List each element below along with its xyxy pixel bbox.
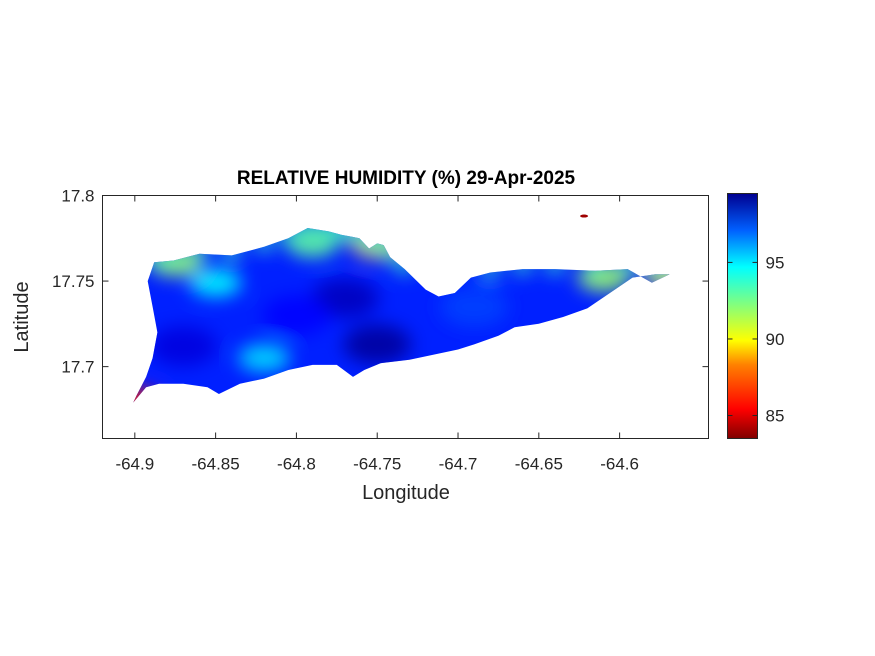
islet-marker xyxy=(580,214,589,218)
x-tick-label: -64.75 xyxy=(353,455,401,474)
coast-band-5 xyxy=(513,256,532,275)
humidity-feature-2 xyxy=(149,326,218,367)
coast-band-0 xyxy=(646,261,665,280)
coast-band-14 xyxy=(332,228,351,240)
coast-band-20 xyxy=(190,240,209,259)
y-axis-label: Latitude xyxy=(11,281,33,352)
humidity-feature-6 xyxy=(238,344,291,373)
y-tick-label: 17.8 xyxy=(61,187,94,206)
coast-band-6 xyxy=(481,259,500,278)
colorbar-tick-label: 90 xyxy=(766,330,785,349)
coast-band-7 xyxy=(395,256,414,275)
coast-band-4 xyxy=(545,256,564,275)
humidity-feature-4 xyxy=(440,286,509,327)
colorbar-tick-label: 95 xyxy=(766,253,785,272)
x-tick-label: -64.85 xyxy=(192,455,240,474)
coast-band-17 xyxy=(279,228,298,244)
humidity-feature-3 xyxy=(262,295,331,336)
humidity-feature-5 xyxy=(189,268,242,297)
colorbar-tick-label: 85 xyxy=(766,407,785,426)
coast-band-3 xyxy=(586,257,605,276)
coast-band-18 xyxy=(255,233,274,252)
humidity-feature-12 xyxy=(133,388,161,403)
coast-band-21 xyxy=(164,247,183,266)
coast-band-11 xyxy=(360,235,379,254)
island-map xyxy=(133,228,670,403)
x-tick-label: -64.65 xyxy=(515,455,563,474)
x-tick-label: -64.8 xyxy=(277,455,316,474)
coast-band-15 xyxy=(319,228,338,237)
axes-box xyxy=(102,195,709,439)
x-axis-label: Longitude xyxy=(362,482,450,504)
coast-band-22 xyxy=(145,249,164,268)
x-tick-label: -64.9 xyxy=(115,455,154,474)
chart-title: RELATIVE HUMIDITY (%) 29-Apr-2025 xyxy=(237,168,576,189)
coast-band-19 xyxy=(222,242,241,261)
colorbar-gradient xyxy=(727,193,758,439)
coast-band-1 xyxy=(660,261,670,280)
coast-band-16 xyxy=(298,228,317,234)
colorbar: 85 90 95 xyxy=(727,193,785,439)
coast-band-2 xyxy=(618,256,637,275)
x-tick-label: -64.6 xyxy=(600,455,639,474)
island-base-fill xyxy=(133,228,670,403)
humidity-feature-7 xyxy=(286,229,339,258)
y-tick-label: 17.75 xyxy=(52,272,95,291)
humidity-feature-0 xyxy=(343,324,412,365)
humidity-feature-9 xyxy=(577,263,630,292)
y-tick-label: 17.7 xyxy=(61,358,94,377)
x-tick-label: -64.7 xyxy=(439,455,478,474)
